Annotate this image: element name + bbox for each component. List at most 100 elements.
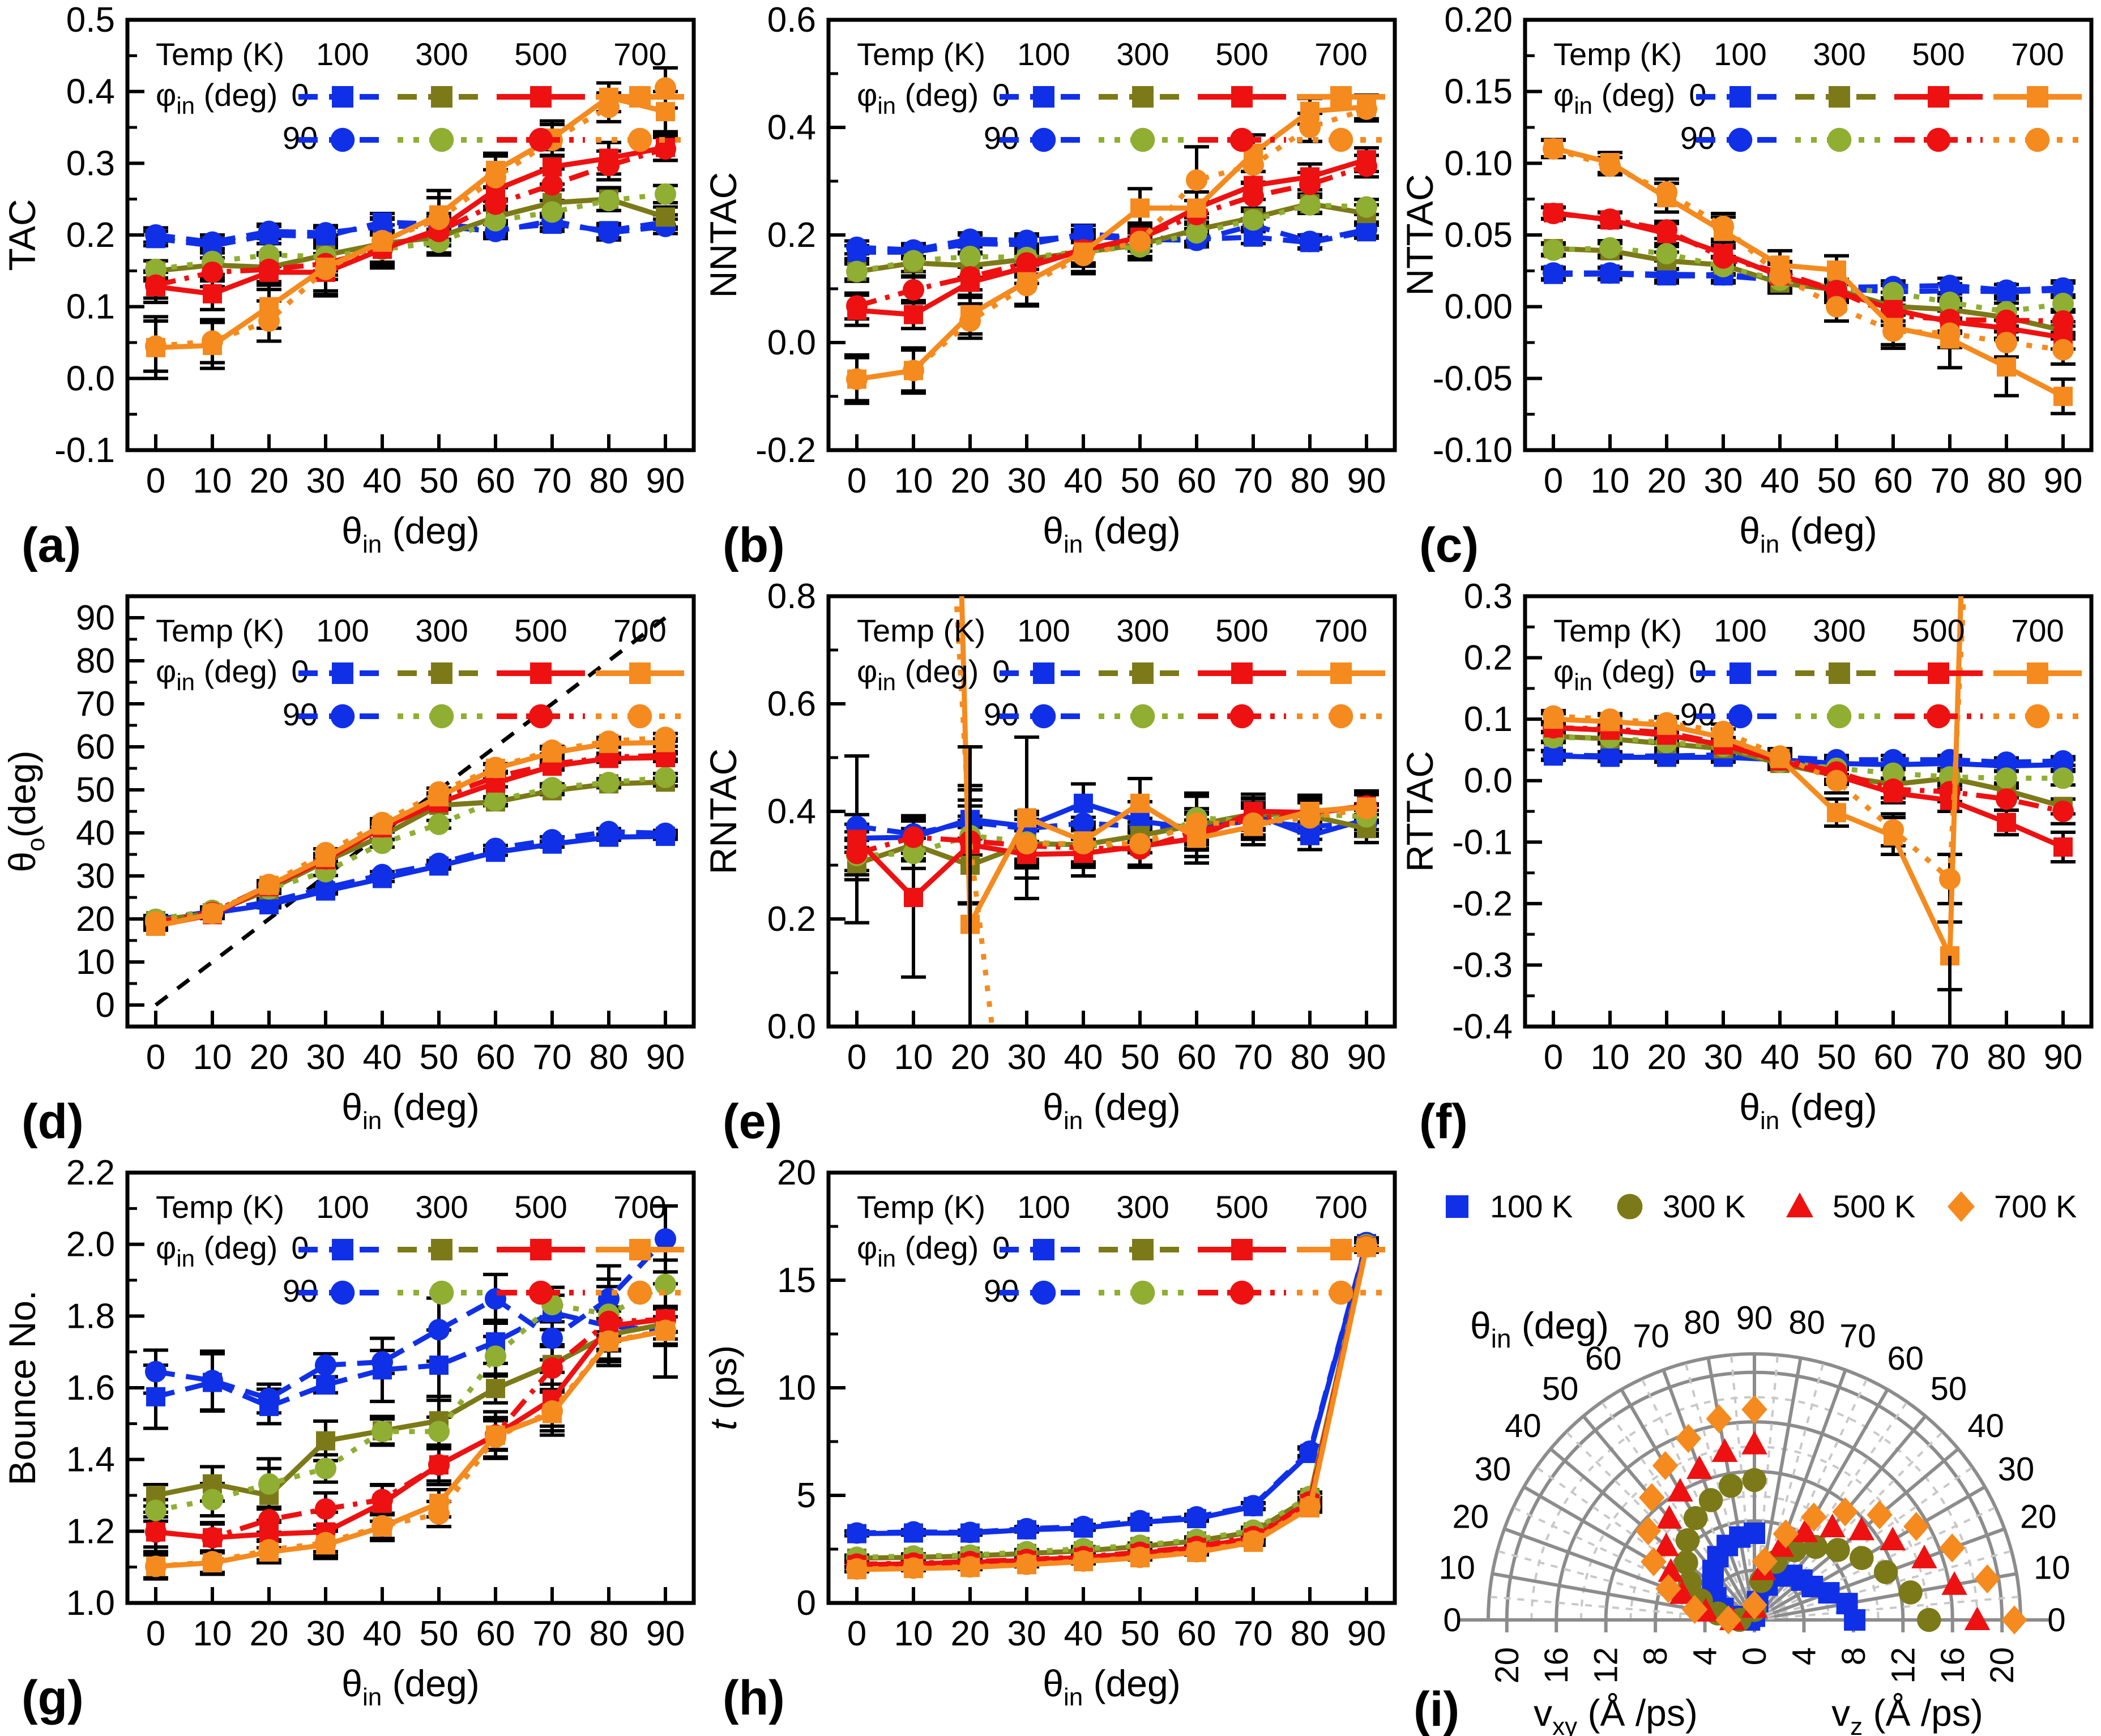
data-marker xyxy=(959,245,981,268)
y-tick-label: 90 xyxy=(76,598,115,638)
x-tick-label: 60 xyxy=(1177,1038,1216,1077)
y-tick-label: 20 xyxy=(777,1153,816,1192)
panel-g: 1.0 1.2 1.4 1.6 1.8 2.0 2.2 0 10 20 30 40 50 60 70 80 90… xyxy=(1,1153,708,1725)
data-marker xyxy=(530,662,552,684)
data-marker xyxy=(528,127,553,152)
data-marker xyxy=(1329,127,1353,152)
data-marker xyxy=(431,662,452,684)
data-marker xyxy=(1653,1532,1680,1557)
data-marker xyxy=(1355,798,1378,820)
series-700-k-90 xyxy=(845,98,1378,390)
x-tick-label: 80 xyxy=(590,1038,629,1077)
legend-temp-700: 700 xyxy=(613,36,666,72)
data-marker xyxy=(1072,832,1095,855)
data-marker xyxy=(1229,1280,1254,1305)
panel-d-svg: 0 10 20 30 40 50 60 70 80 90 0 10 20 30 40 50 60 70 80 90 θi… xyxy=(1,594,696,1149)
polar-spoke xyxy=(1754,1572,2017,1622)
x-tick-label: 90 xyxy=(646,1614,685,1653)
data-layer xyxy=(143,1204,678,1581)
data-marker xyxy=(528,704,553,729)
data-marker xyxy=(1674,1550,1698,1575)
polar-angle-tick-label: 20 xyxy=(2020,1499,2057,1536)
svg-text:t (ps): t (ps) xyxy=(702,1345,744,1430)
x-tick-label: 40 xyxy=(363,1038,402,1077)
y-axis-label: Bounce No. xyxy=(1,1290,43,1486)
y-tick-label: 0.15 xyxy=(1444,72,1513,112)
data-marker xyxy=(1599,262,1621,284)
polar-legend-item-300-K: 300 K xyxy=(1617,1188,1745,1224)
data-marker xyxy=(2027,662,2048,684)
data-marker xyxy=(258,874,280,896)
y-tick-label: 0.8 xyxy=(767,577,816,616)
x-tick-label: 30 xyxy=(306,1038,345,1077)
x-tick-label: 30 xyxy=(1007,1614,1047,1653)
x-tick-label: 40 xyxy=(1064,461,1103,501)
data-marker xyxy=(1330,1239,1352,1260)
data-marker xyxy=(1130,198,1150,218)
data-marker xyxy=(1655,242,1678,264)
error-bars xyxy=(958,735,1379,1027)
y-tick-label: 0.1 xyxy=(1464,700,1513,739)
data-marker xyxy=(144,1361,167,1383)
polar-spoke xyxy=(1620,1388,1756,1621)
data-marker xyxy=(1848,1516,1875,1541)
data-marker xyxy=(144,911,167,933)
panel-e-svg: 0.0 0.2 0.4 0.6 0.8 0 10 20 30 40 50 60 70 80 90 θin (d… xyxy=(702,577,1397,1149)
data-marker xyxy=(1675,1528,1700,1553)
y-tick-label: 0.4 xyxy=(66,72,115,112)
x-tick-label: 80 xyxy=(1291,1614,1330,1653)
polar-radial-tick-label-left: 12 xyxy=(1588,1647,1625,1684)
legend-temp-700: 700 xyxy=(1314,36,1367,72)
data-marker xyxy=(629,662,651,684)
legend-temp-700: 700 xyxy=(2011,613,2064,648)
legend-marker-500-phi0 xyxy=(1231,1239,1253,1260)
data-marker xyxy=(1015,275,1038,297)
data-marker xyxy=(428,208,450,230)
x-tick-label: 40 xyxy=(1064,1614,1103,1653)
x-tick-label: 80 xyxy=(1291,461,1330,501)
x-tick-label: 70 xyxy=(533,1614,572,1653)
x-tick-label: 20 xyxy=(951,461,990,501)
y-tick-label: -0.1 xyxy=(54,431,115,470)
svg-text:θin (deg): θin (deg) xyxy=(341,510,479,558)
y-tick-label: 0.2 xyxy=(1464,639,1513,678)
series-300-k-0 xyxy=(1544,726,2073,816)
legend-marker-300-phi0 xyxy=(431,86,452,108)
y-tick-label: 0.4 xyxy=(767,108,816,147)
data-marker xyxy=(530,86,552,108)
data-marker xyxy=(486,1379,505,1399)
legend-temp-100: 100 xyxy=(316,36,369,72)
polar-series-500-K-left xyxy=(1653,1430,1767,1631)
data-layer xyxy=(143,616,678,1007)
data-marker xyxy=(314,258,337,280)
y-tick-label: -0.10 xyxy=(1433,431,1513,470)
legend-marker-500-phi0 xyxy=(1928,662,1949,684)
data-marker xyxy=(1299,173,1321,195)
data-marker xyxy=(1882,320,1904,342)
data-marker xyxy=(902,279,925,301)
data-marker xyxy=(144,224,167,246)
x-tick-label: 10 xyxy=(1591,1038,1630,1077)
data-marker xyxy=(541,1400,563,1422)
data-marker xyxy=(1242,209,1265,231)
data-marker xyxy=(541,1327,563,1349)
y-tick-label: 0.10 xyxy=(1444,144,1513,183)
legend-temp-300: 300 xyxy=(1116,1189,1169,1225)
error-bars xyxy=(143,776,678,926)
polar-angle-tick-label: 70 xyxy=(1839,1318,1876,1355)
legend-temp-300: 300 xyxy=(415,613,468,648)
data-marker xyxy=(1185,812,1208,834)
y-axis-label: NTTAC xyxy=(1399,174,1441,296)
data-marker xyxy=(201,1370,224,1392)
legend-marker-100-phi90 xyxy=(330,127,355,152)
y-tick-label: 30 xyxy=(76,857,115,896)
polar-angle-tick-label: 40 xyxy=(1967,1408,2004,1444)
x-axis-label: θin (deg) xyxy=(341,510,479,558)
data-marker xyxy=(1329,1280,1353,1305)
panel-tag: (i) xyxy=(1414,1682,1459,1736)
data-marker xyxy=(1599,237,1621,259)
y-tick-label: 0.0 xyxy=(1464,762,1513,801)
